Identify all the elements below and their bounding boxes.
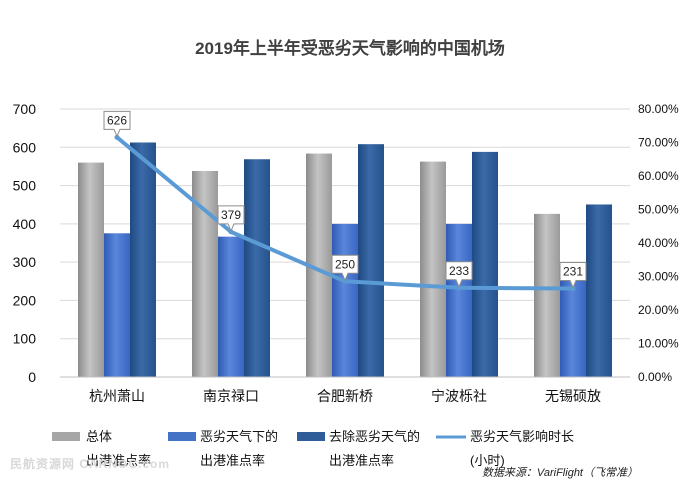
legend-label-1-line1: 恶劣天气下的 <box>200 429 278 444</box>
bar-series1-1 <box>218 236 244 377</box>
legend-swatch-1 <box>168 432 196 441</box>
bar-series1-2 <box>332 223 358 377</box>
bar-series1-4 <box>560 278 586 377</box>
bar-series0-4 <box>534 213 560 377</box>
y-right-tick-label: 30.00% <box>638 270 679 284</box>
x-tick-label: 合肥新桥 <box>317 388 373 404</box>
x-tick-label: 南京禄口 <box>203 388 259 404</box>
y-right-tick-label: 20.00% <box>638 303 679 317</box>
legend-swatch-0 <box>52 432 80 441</box>
data-label: 233 <box>449 264 469 278</box>
data-label-callout <box>445 261 473 289</box>
data-label-callout <box>103 110 131 138</box>
legend-label-3-line1: 恶劣天气影响时长 <box>470 429 574 444</box>
data-label-callout <box>559 262 587 289</box>
y-right-tick-label: 70.00% <box>638 136 679 150</box>
bar-series0-0 <box>78 162 104 377</box>
y-right-tick-label: 60.00% <box>638 169 679 183</box>
y-left-tick-label: 300 <box>13 254 37 270</box>
legend: 总体 出港准点率 恶劣天气下的 出港准点率 去除恶劣天气的 出港准点率 恶劣天气… <box>52 429 574 468</box>
chart-title: 2019年上半年受恶劣天气影响的中国机场 <box>195 38 505 58</box>
data-label: 379 <box>221 208 241 222</box>
data-label: 250 <box>335 257 355 271</box>
y-left-tick-label: 0 <box>28 369 36 385</box>
x-tick-label: 杭州萧山 <box>89 388 145 404</box>
bar-series2-3 <box>472 151 498 377</box>
source-note: 数据来源：VariFlight（飞常准） <box>482 466 638 479</box>
bar-series2-4 <box>586 204 612 377</box>
legend-label-1-line2: 出港准点率 <box>200 453 265 468</box>
data-label: 626 <box>107 113 127 127</box>
y-left-tick-label: 700 <box>13 101 37 117</box>
y-right-tick-label: 40.00% <box>638 236 679 250</box>
y-axis-left: 0 100 200 300 400 500 600 700 <box>13 101 37 385</box>
bar-series1-3 <box>446 223 472 377</box>
data-label: 231 <box>563 265 583 279</box>
x-tick-label: 宁波栎社 <box>431 388 487 404</box>
y-right-tick-label: 10.00% <box>638 337 679 351</box>
bar-series0-3 <box>420 161 446 377</box>
x-axis-labels: 杭州萧山 南京禄口 合肥新桥 宁波栎社 无锡硕放 <box>89 388 601 404</box>
data-labels: 626 379 250 233 231 <box>103 110 587 289</box>
data-label-callout <box>331 254 359 282</box>
y-right-tick-label: 80.00% <box>638 102 679 116</box>
legend-swatch-2 <box>297 432 325 441</box>
watermark: 民航资源网 CARNOC.com <box>10 456 170 471</box>
legend-label-2-line2: 出港准点率 <box>329 453 394 468</box>
y-left-tick-label: 500 <box>13 178 37 194</box>
bar-series2-0 <box>130 142 156 377</box>
y-left-tick-label: 600 <box>13 139 37 155</box>
legend-label-2-line1: 去除恶劣天气的 <box>329 429 420 444</box>
data-label-callout <box>217 205 245 233</box>
y-axis-right: 0.00% 10.00% 20.00% 30.00% 40.00% 50.00% 60.00… <box>638 102 679 384</box>
y-right-tick-label: 0.00% <box>638 370 672 384</box>
y-left-tick-label: 200 <box>13 292 37 308</box>
legend-label-3-line2: (小时) <box>470 453 505 468</box>
legend-label-0-line1: 总体 <box>86 429 112 444</box>
legend-label-0-line2: 出港准点率 <box>86 453 151 468</box>
x-tick-label: 无锡硕放 <box>545 388 601 404</box>
bar-series2-2 <box>358 144 384 377</box>
bar-series2-1 <box>244 159 270 377</box>
y-left-tick-label: 400 <box>13 216 37 232</box>
bar-series <box>78 142 612 377</box>
y-right-tick-label: 50.00% <box>638 203 679 217</box>
y-left-tick-label: 100 <box>13 331 37 347</box>
bar-series1-0 <box>104 233 130 377</box>
